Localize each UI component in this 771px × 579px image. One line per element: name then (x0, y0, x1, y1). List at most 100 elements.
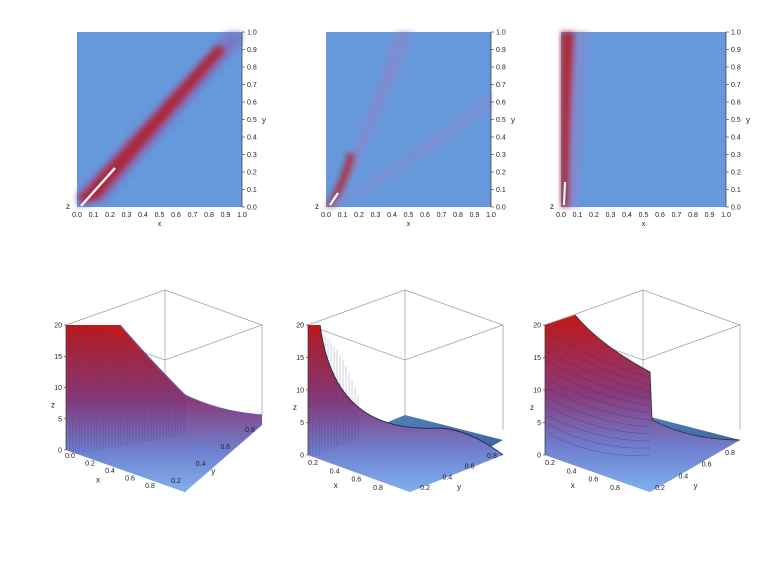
surface-2-y-tick-label: 0.2 (420, 485, 430, 492)
heatmap-2-y-tick-label: 0.7 (496, 82, 506, 89)
heatmap-1-ridge (77, 44, 227, 204)
surface-1-y-label: y (211, 467, 215, 476)
heatmap-2-y-tick-label: 0.5 (496, 117, 506, 124)
surface-3-z-tick-label: 15 (533, 355, 541, 362)
surface-1-wall (66, 325, 262, 492)
surface-2-z-axis: 0 5 10 15 20 z (293, 323, 309, 460)
surface-3-y-tick-label: 0.6 (702, 462, 712, 469)
heatmap-2-y-label: y (511, 116, 515, 125)
heatmap-2-singularity (329, 192, 339, 206)
heatmap-1-x-tick-label: 0.1 (89, 212, 99, 219)
surface-2-z-label: z (293, 403, 297, 412)
heatmap-3-y-tick-label: 0.2 (731, 170, 741, 177)
heatmap-3-x-tick-label: 1.0 (721, 212, 731, 219)
surface-2: 0 5 10 15 20 z 0.2 0.4 0.6 0.8 x 0.2 0.4 0.6 0.8 y (293, 289, 505, 492)
surface-1-z-tick-label: 20 (54, 323, 62, 330)
surface-3-y-tick-label: 0.8 (725, 450, 735, 457)
surface-2-y-tick-label: 0.8 (487, 453, 497, 460)
heatmap-3-y-tick-label: 1.0 (731, 30, 741, 37)
surface-3-contour (546, 423, 651, 449)
heatmap-1-x-tick-label: 1.0 (237, 212, 247, 219)
heatmap-3-y-tick-label: 0.8 (731, 65, 741, 72)
surface-1-z-tick-label: 5 (58, 416, 62, 423)
surface-1-y-tick-label: 0.8 (245, 427, 255, 434)
heatmap-1-y-tick-label: 1.0 (247, 30, 257, 37)
surface-1-y-tick-label: 0.2 (171, 478, 181, 485)
heatmap-3-field (561, 32, 726, 207)
surface-3-y-tick-label: 0.4 (678, 473, 688, 480)
heatmap-1-y-tick-label: 0.1 (247, 187, 257, 194)
heatmap-2: 0.0 0.1 0.2 0.3 0.4 0.5 0.6 0.7 0.8 0.9 1.0 y 0.0 0.1… (315, 30, 515, 229)
surface-3-x-tick-label: 0.4 (567, 468, 577, 475)
heatmap-2-x-tick-label: 0.9 (470, 212, 480, 219)
heatmap-3-y-tick-label: 0.9 (731, 47, 741, 54)
surface-3-ribs (546, 333, 651, 456)
surface-2-x-tick-label: 0.8 (373, 485, 383, 492)
surface-1-x-tick-label: 0.4 (105, 468, 115, 475)
surface-3-z-axis: 0 5 10 15 20 z (530, 323, 546, 460)
heatmap-3-x-tick-label: 0.4 (622, 212, 632, 219)
surface-3-y-label: y (694, 481, 698, 490)
surface-1-x-axis: 0.0 0.2 0.4 0.6 0.8 x (65, 453, 155, 490)
surface-1-z-tick-label: 10 (54, 385, 62, 392)
surface-3-z-tick-label: 20 (533, 323, 541, 330)
surface-3-z-tick-label: 10 (533, 388, 541, 395)
surface-3-contour (546, 432, 651, 456)
heatmap-1-x-tick-label: 0.2 (105, 212, 115, 219)
heatmap-1-x-tick-label: 0.5 (155, 212, 165, 219)
surface-3-x-label: x (571, 481, 575, 490)
heatmap-1-y-tick-label: 0.4 (247, 135, 257, 142)
heatmap-1-z-label: z (66, 202, 70, 211)
heatmap-3-y-tick-label: 0.5 (731, 117, 741, 124)
heatmap-3-y-tick-label: 0.1 (731, 187, 741, 194)
heatmap-2-y-tick-label: 1.0 (496, 30, 506, 37)
surface-3-contour (546, 387, 651, 421)
heatmap-2-x-tick-label: 0.7 (437, 212, 447, 219)
surface-3-y-axis: 0.2 0.4 0.6 0.8 y (655, 450, 735, 492)
surface-1-x-label: x (96, 476, 100, 485)
surface-3-z-tick-label: 0 (537, 453, 541, 460)
surface-2-z-tick-label: 0 (300, 453, 304, 460)
surface-2-x-label: x (334, 481, 338, 490)
surface-3-contour (546, 405, 651, 435)
surface-2-wall (308, 325, 503, 492)
surface-3-y-tick-label: 0.2 (655, 485, 665, 492)
heatmap-3-y-label: y (746, 116, 750, 125)
heatmap-1-singularity (80, 167, 116, 207)
heatmap-3-x-tick-label: 0.5 (639, 212, 649, 219)
heatmap-2-x-tick-label: 0.4 (387, 212, 397, 219)
heatmap-3-x-tick-label: 0.8 (688, 212, 698, 219)
heatmap-1-x-label: x (158, 221, 162, 228)
surface-3: 0 5 10 15 20 z 0.2 0.4 0.6 0.8 x 0.2 0.4 0.6 0.8 y (530, 289, 742, 492)
surface-2-z-tick-label: 5 (300, 420, 304, 427)
surface-1-edge (119, 324, 263, 416)
heatmap-2-x-tick-label: 1.0 (486, 212, 496, 219)
heatmap-2-x-label: x (407, 221, 411, 228)
surface-1-ribs (69, 325, 185, 455)
surface-1-x-tick-label: 0.6 (125, 476, 135, 483)
heatmap-2-z-label: z (315, 202, 319, 211)
heatmap-3-x-tick-label: 0.6 (655, 212, 665, 219)
surface-2-x-tick-label: 0.4 (330, 468, 340, 475)
surface-1: 0 5 10 15 20 z 0.0 0.2 0.4 0.6 0.8 x 0.2 0.4 0.6 0.8 y (51, 289, 264, 492)
surface-3-contour (546, 351, 651, 393)
heatmap-2-y-tick-label: 0.1 (496, 187, 506, 194)
heatmap-1: 0.0 0.1 0.2 0.3 0.4 0.5 0.6 0.7 0.8 0.9 1.0 y 0.0 0.1… (66, 30, 266, 229)
heatmap-1-y-label: y (262, 116, 266, 125)
heatmap-3-z-label: z (550, 202, 554, 211)
heatmap-1-y-tick-label: 0.0 (247, 205, 257, 212)
surface-2-x-tick-label: 0.6 (351, 477, 361, 484)
heatmap-3-singularity (563, 181, 566, 206)
heatmap-1-x-tick-label: 0.4 (138, 212, 148, 219)
heatmap-2-x-tick-label: 0.0 (321, 212, 331, 219)
heatmap-3-x-tick-label: 0.7 (672, 212, 682, 219)
surface-3-contour (546, 378, 651, 414)
heatmap-3-y-tick-label: 0.6 (731, 100, 741, 107)
heatmap-3-ridge (561, 32, 575, 207)
surface-1-z-tick-label: 15 (54, 354, 62, 361)
surface-2-x-tick-label: 0.2 (308, 460, 318, 467)
heatmap-3-y-tick-label: 0.4 (731, 135, 741, 142)
surface-2-box (306, 289, 505, 430)
heatmap-1-x-tick-label: 0.6 (171, 212, 181, 219)
heatmap-1-y-tick-label: 0.7 (247, 82, 257, 89)
